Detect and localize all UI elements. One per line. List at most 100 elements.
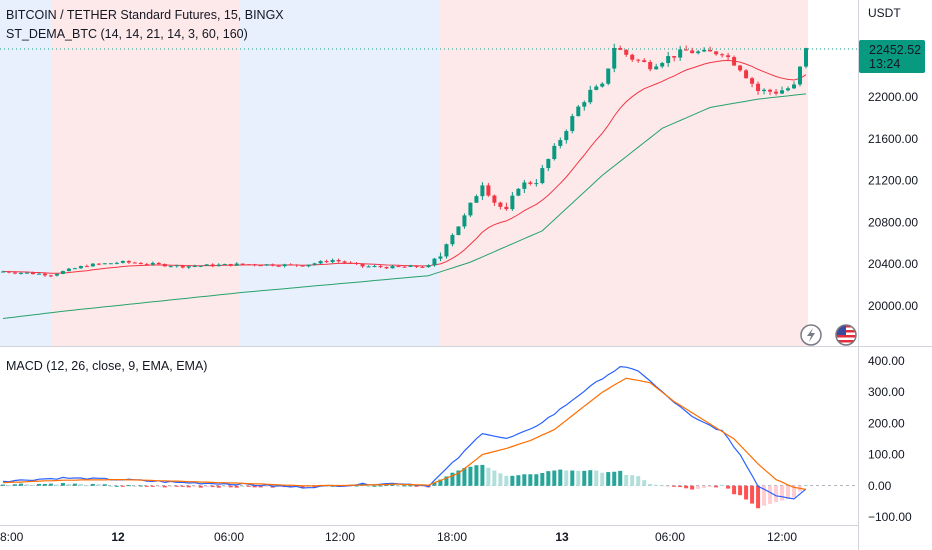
- histogram-bar: [630, 475, 635, 486]
- histogram-bar: [396, 485, 401, 487]
- histogram-bar: [390, 484, 395, 486]
- candle-body: [150, 262, 155, 265]
- histogram-bar: [432, 482, 437, 486]
- price-unit: USDT: [868, 6, 901, 20]
- candle-body: [78, 266, 83, 269]
- histogram-bar: [312, 485, 317, 488]
- candle-body: [774, 91, 779, 94]
- price-axis[interactable]: 22000.00 21600.00 21200.00 20800.00 20400.00…: [868, 90, 918, 313]
- macd-axis[interactable]: 400.00 300.00 200.00 100.00 0.00 −100.00: [868, 354, 912, 524]
- candle-body: [732, 57, 737, 66]
- histogram-bar: [60, 482, 65, 486]
- histogram-bar: [174, 485, 179, 487]
- histogram-bar: [222, 485, 227, 487]
- candle-body: [300, 265, 305, 267]
- candle-body: [708, 49, 713, 52]
- histogram-bar: [522, 474, 527, 486]
- histogram-bar: [498, 473, 503, 486]
- histogram-bar: [624, 474, 629, 486]
- candle-body: [492, 195, 497, 203]
- candle-body: [438, 256, 443, 259]
- histogram-bar: [732, 485, 737, 495]
- candle-body: [96, 263, 101, 265]
- histogram-bar: [540, 473, 545, 486]
- candle-body: [678, 49, 683, 58]
- candle-body: [198, 265, 203, 267]
- candle-body: [672, 56, 677, 58]
- candle-body: [276, 265, 281, 267]
- candle-body: [624, 49, 629, 55]
- candle-body: [426, 265, 431, 268]
- candle-body: [522, 182, 527, 189]
- histogram-bar: [96, 484, 101, 486]
- chart-title: BITCOIN / TETHER Standard Futures, 15, B…: [6, 8, 284, 22]
- histogram-bar: [468, 466, 473, 486]
- macd-tick-label: 300.00: [868, 385, 905, 399]
- histogram-bar: [612, 471, 617, 486]
- time-tick-label: 18:00: [437, 530, 467, 544]
- candle-body: [12, 272, 17, 274]
- histogram-bar: [24, 484, 29, 486]
- price-tick-label: 20000.00: [868, 299, 918, 313]
- candle-body: [618, 47, 623, 50]
- candle-body: [600, 83, 605, 87]
- time-tick-label: 12:00: [325, 530, 355, 544]
- price-tag-box: [859, 40, 925, 73]
- lightning-icon[interactable]: [800, 324, 822, 346]
- zone-blue-1: [0, 0, 52, 346]
- candle-body: [240, 263, 245, 265]
- histogram-bar: [1, 484, 5, 486]
- macd-tick-label: 200.00: [868, 416, 905, 430]
- us-flag-icon[interactable]: [835, 324, 857, 346]
- histogram-bar: [36, 483, 41, 486]
- candle-body: [756, 83, 761, 92]
- time-axis[interactable]: 8:00 12 06:00 12:00 18:00 13 06:00 12:00: [0, 530, 797, 544]
- candle-body: [780, 90, 785, 94]
- histogram-bar: [102, 484, 107, 486]
- histogram-bar: [660, 485, 665, 487]
- histogram-bar: [204, 485, 209, 488]
- candle-body: [252, 264, 257, 266]
- zone-red-2: [440, 0, 808, 346]
- histogram-bar: [618, 470, 623, 486]
- candle-body: [48, 275, 53, 277]
- time-tick-label: 13: [555, 530, 569, 544]
- candle-body: [762, 89, 767, 92]
- histogram-bar: [300, 485, 305, 488]
- zone-blue-2: [240, 0, 440, 346]
- candle-body: [702, 49, 707, 52]
- candle-body: [606, 68, 611, 84]
- candle-body: [192, 265, 197, 267]
- candle-body: [108, 263, 113, 265]
- candle-body: [144, 264, 149, 266]
- candle-body: [444, 244, 449, 257]
- histogram-bar: [138, 485, 143, 487]
- candle-body: [540, 168, 545, 184]
- candle-body: [648, 61, 653, 70]
- background-zones: [0, 0, 808, 346]
- histogram-bar: [756, 485, 761, 509]
- histogram-bar: [588, 470, 593, 486]
- histogram-bar: [162, 485, 167, 488]
- histogram-bar: [150, 485, 155, 487]
- candle-body: [462, 215, 467, 227]
- histogram-bar: [366, 485, 371, 487]
- candle-body: [72, 268, 77, 270]
- candle-body: [24, 272, 29, 274]
- histogram-bar: [684, 485, 689, 489]
- candle-body: [630, 54, 635, 60]
- candle-body: [210, 264, 215, 267]
- candle-body: [330, 260, 335, 263]
- indicator-label: ST_DEMA_BTC (14, 14, 21, 14, 3, 60, 160): [6, 27, 248, 41]
- histogram-bar: [402, 485, 407, 487]
- candle-body: [66, 268, 71, 272]
- histogram-bar: [186, 485, 191, 488]
- histogram-bar: [558, 469, 563, 486]
- histogram-bar: [720, 484, 725, 486]
- macd-tick-label: 100.00: [868, 448, 905, 462]
- candle-body: [378, 266, 383, 268]
- histogram-bar: [666, 485, 671, 487]
- candle-body: [312, 263, 317, 265]
- candle-body: [360, 263, 365, 267]
